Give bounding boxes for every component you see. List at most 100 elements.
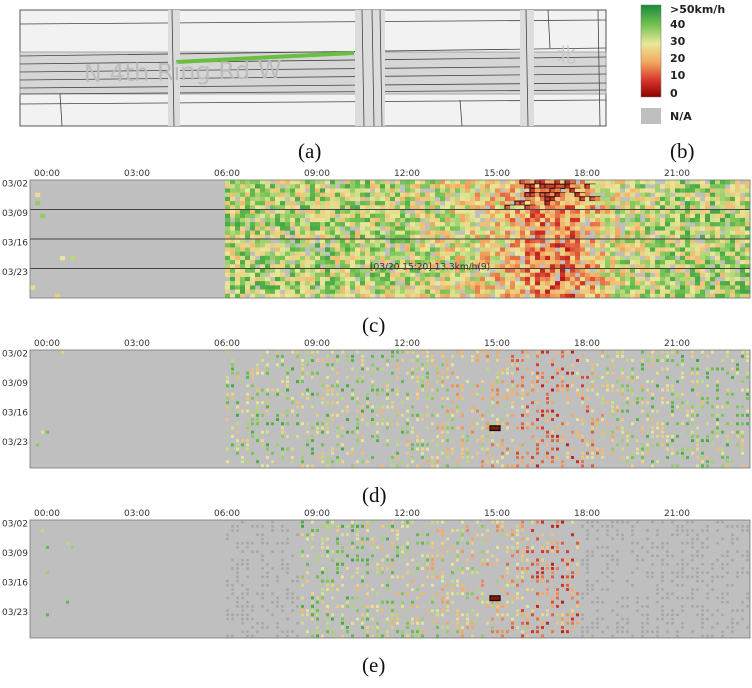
heatmap-cell[interactable] — [505, 231, 510, 235]
heatmap-cell[interactable] — [650, 277, 655, 281]
heatmap-cell[interactable] — [646, 597, 649, 600]
heatmap-cell[interactable] — [280, 188, 285, 192]
heatmap-cell[interactable] — [235, 281, 240, 285]
heatmap-cell[interactable] — [655, 201, 660, 205]
heatmap-cell[interactable] — [446, 584, 449, 587]
heatmap-cell[interactable] — [596, 422, 599, 425]
heatmap-cell[interactable] — [546, 393, 549, 396]
heatmap-cell[interactable] — [345, 290, 350, 294]
heatmap-cell[interactable] — [695, 201, 700, 205]
heatmap-cell[interactable] — [575, 243, 580, 247]
heatmap-cell[interactable] — [250, 285, 255, 289]
heatmap-cell[interactable] — [470, 281, 475, 285]
heatmap-cell[interactable] — [500, 243, 505, 247]
heatmap-cell[interactable] — [701, 452, 704, 455]
heatmap-cell[interactable] — [450, 252, 455, 256]
heatmap-cell[interactable] — [700, 260, 705, 264]
heatmap-cell[interactable] — [281, 605, 284, 608]
heatmap-cell[interactable] — [390, 193, 395, 197]
heatmap-cell[interactable] — [731, 359, 734, 362]
heatmap-cell[interactable] — [726, 351, 729, 354]
heatmap-cell[interactable] — [461, 571, 464, 574]
heatmap-cell[interactable] — [265, 281, 270, 285]
heatmap-cell[interactable] — [331, 448, 334, 451]
heatmap-cell[interactable] — [506, 592, 509, 595]
heatmap-cell[interactable] — [255, 273, 260, 277]
heatmap-cell[interactable] — [335, 243, 340, 247]
heatmap-cell[interactable] — [746, 550, 749, 553]
heatmap-cell[interactable] — [430, 231, 435, 235]
heatmap-cell[interactable] — [650, 214, 655, 218]
heatmap-cell[interactable] — [515, 214, 520, 218]
heatmap-cell[interactable] — [595, 180, 600, 184]
heatmap-cell[interactable] — [501, 372, 504, 375]
heatmap-cell[interactable] — [565, 197, 570, 201]
heatmap-cell[interactable] — [541, 550, 544, 553]
heatmap-cell[interactable] — [226, 614, 229, 617]
heatmap-cell[interactable] — [311, 529, 314, 532]
heatmap-cell[interactable] — [310, 269, 315, 273]
heatmap-cell[interactable] — [716, 559, 719, 562]
heatmap-cell[interactable] — [391, 405, 394, 408]
heatmap-cell[interactable] — [236, 597, 239, 600]
heatmap-cell[interactable] — [576, 613, 579, 616]
heatmap-cell[interactable] — [285, 218, 290, 222]
heatmap-cell[interactable] — [365, 285, 370, 289]
heatmap-cell[interactable] — [690, 193, 695, 197]
heatmap-cell[interactable] — [695, 260, 700, 264]
heatmap-cell[interactable] — [316, 456, 319, 459]
heatmap-cell[interactable] — [520, 231, 525, 235]
heatmap-cell[interactable] — [681, 393, 684, 396]
heatmap-cell[interactable] — [446, 359, 449, 362]
heatmap-cell[interactable] — [540, 210, 545, 214]
heatmap-cell[interactable] — [715, 269, 720, 273]
heatmap-cell[interactable] — [306, 613, 309, 616]
heatmap-cell[interactable] — [630, 184, 635, 188]
heatmap-cell[interactable] — [415, 252, 420, 256]
heatmap-cell[interactable] — [481, 580, 484, 583]
heatmap-cell[interactable] — [471, 456, 474, 459]
heatmap-cell[interactable] — [726, 592, 729, 595]
heatmap-cell[interactable] — [521, 351, 524, 354]
heatmap-cell[interactable] — [381, 601, 384, 604]
heatmap-cell[interactable] — [300, 273, 305, 277]
heatmap-cell[interactable] — [576, 372, 579, 375]
heatmap-cell[interactable] — [725, 269, 730, 273]
heatmap-cell[interactable] — [445, 184, 450, 188]
heatmap-cell[interactable] — [236, 601, 239, 604]
heatmap-cell[interactable] — [416, 414, 419, 417]
heatmap-cell[interactable] — [255, 180, 260, 184]
heatmap-cell[interactable] — [466, 559, 469, 562]
heatmap-cell[interactable] — [645, 231, 650, 235]
heatmap-cell[interactable] — [336, 567, 339, 570]
heatmap-cell[interactable] — [360, 201, 365, 205]
heatmap-cell[interactable] — [295, 256, 300, 260]
heatmap-cell[interactable] — [245, 184, 250, 188]
heatmap-cell[interactable] — [266, 389, 269, 392]
heatmap-cell[interactable] — [715, 281, 720, 285]
heatmap-cell[interactable] — [706, 538, 709, 541]
heatmap-cell[interactable] — [536, 355, 539, 358]
heatmap-cell[interactable] — [716, 367, 719, 370]
heatmap-cell[interactable] — [541, 439, 544, 442]
heatmap-cell[interactable] — [410, 193, 415, 197]
heatmap-cell[interactable] — [456, 529, 459, 532]
heatmap-cell[interactable] — [605, 188, 610, 192]
heatmap-cell[interactable] — [321, 537, 324, 540]
heatmap-cell[interactable] — [536, 592, 539, 595]
heatmap-cell[interactable] — [520, 294, 525, 298]
heatmap-cell[interactable] — [695, 247, 700, 251]
heatmap-cell[interactable] — [331, 460, 334, 463]
heatmap-cell[interactable] — [431, 601, 434, 604]
heatmap-cell[interactable] — [526, 405, 529, 408]
heatmap-cell[interactable] — [496, 376, 499, 379]
heatmap-cell[interactable] — [661, 563, 664, 566]
heatmap-cell[interactable] — [296, 351, 299, 354]
heatmap-cell[interactable] — [740, 231, 745, 235]
heatmap-cell[interactable] — [650, 252, 655, 256]
heatmap-cell[interactable] — [281, 435, 284, 438]
heatmap-cell[interactable] — [335, 218, 340, 222]
heatmap-cell[interactable] — [646, 571, 649, 574]
heatmap-cell[interactable] — [285, 226, 290, 230]
heatmap-cell[interactable] — [360, 180, 365, 184]
